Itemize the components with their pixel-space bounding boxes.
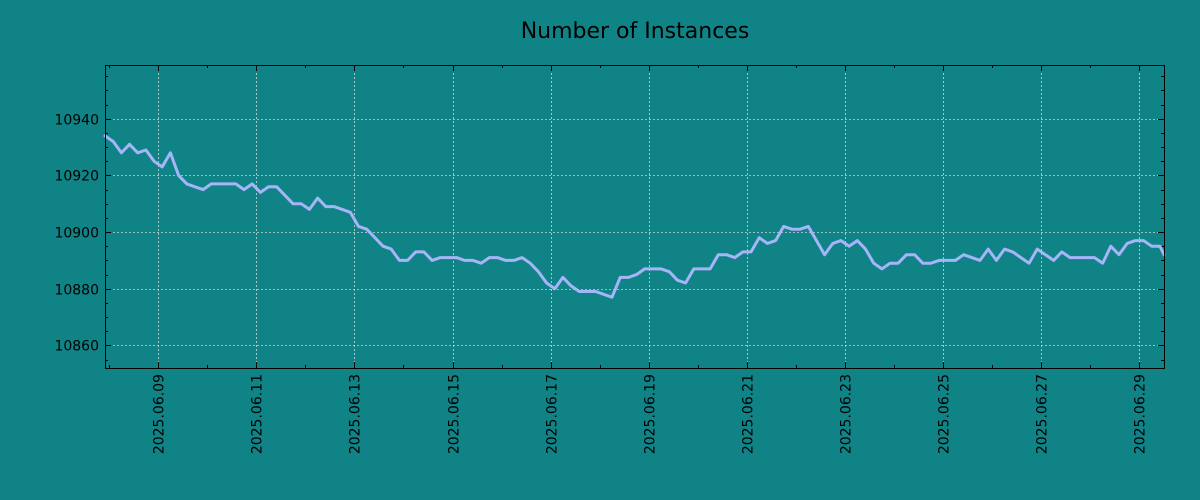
x-tick-label: 2025.06.29 xyxy=(1133,374,1149,454)
x-tick-label: 2025.06.17 xyxy=(545,374,561,454)
y-tick-labels: 10860 10880 10900 10920 10940 xyxy=(54,113,99,355)
y-tick-label: 10940 xyxy=(54,113,99,129)
y-tick-label: 10900 xyxy=(54,226,99,242)
plot-frame xyxy=(105,65,1165,369)
axis-ticks xyxy=(105,65,1164,368)
y-tick-label: 10920 xyxy=(54,169,99,185)
x-tick-label: 2025.06.13 xyxy=(348,374,364,454)
x-tick-label: 2025.06.15 xyxy=(447,374,463,454)
series-line xyxy=(103,134,1166,299)
x-tick-label: 2025.06.19 xyxy=(643,374,659,454)
y-tick-label: 10860 xyxy=(54,339,99,355)
x-tick-label: 2025.06.11 xyxy=(250,374,266,454)
x-tick-label: 2025.06.23 xyxy=(839,374,855,454)
x-tick-label: 2025.06.09 xyxy=(152,374,168,454)
x-tick-label: 2025.06.21 xyxy=(741,374,757,454)
y-tick-label: 10880 xyxy=(54,283,99,299)
x-tick-labels: 2025.06.09 2025.06.11 2025.06.13 2025.06.15… xyxy=(152,374,1149,454)
x-tick-label: 2025.06.27 xyxy=(1035,374,1051,454)
chart-title: Number of Instances xyxy=(521,19,750,44)
grid xyxy=(105,65,1164,368)
x-tick-label: 2025.06.25 xyxy=(937,374,953,454)
